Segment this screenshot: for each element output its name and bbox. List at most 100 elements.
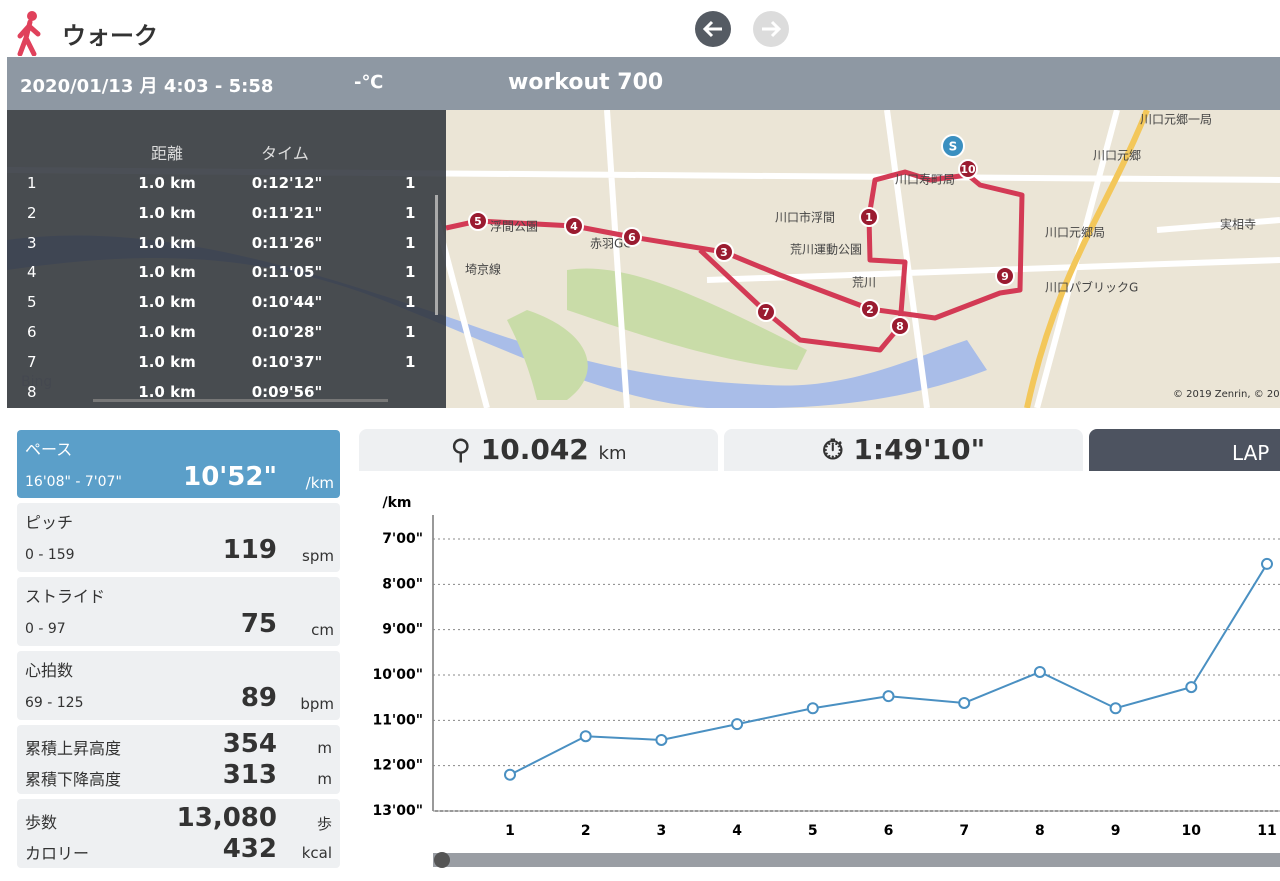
column-header: 距離 xyxy=(150,144,183,163)
stat-card: ペース 16'08" - 7'07" 10'52" /km xyxy=(17,430,340,498)
x-tick-label: 5 xyxy=(808,823,818,839)
stat-label: 歩数 xyxy=(25,813,58,832)
map-label: 埼京線 xyxy=(465,262,501,277)
stat-unit: 歩 xyxy=(316,815,332,833)
point xyxy=(579,730,592,743)
map-label: 荒川 xyxy=(852,276,876,290)
stat-label: ストライド xyxy=(25,587,106,606)
stat-value: 89 xyxy=(240,683,277,713)
lap-cell: 1.0 km xyxy=(138,174,196,192)
stat-card: 累積上昇高度 354 m 累積下降高度 313 m xyxy=(17,725,340,794)
distance: 10.042 xyxy=(480,433,589,466)
map-label: 川口元郷局 xyxy=(1045,226,1105,240)
route-marker-label: 7 xyxy=(762,306,770,319)
route-marker-label: 8 xyxy=(896,320,904,333)
lap-cell: 0:11'26" xyxy=(251,233,323,252)
stat-value: 119 xyxy=(222,535,277,565)
prev-button[interactable] xyxy=(695,11,731,47)
stat-label: 累積下降高度 xyxy=(25,770,122,789)
stat-unit: spm xyxy=(302,547,334,565)
map-label: 川口元郷 xyxy=(1093,149,1141,163)
lap-cell: 1 xyxy=(27,174,37,192)
lap-cell: 8 xyxy=(27,382,37,401)
lap-cell: 1.0 km xyxy=(138,263,196,282)
route-marker xyxy=(756,302,776,322)
route-marker xyxy=(890,316,910,336)
scrollbar[interactable] xyxy=(433,853,1280,867)
x-tick-label: 3 xyxy=(657,823,667,839)
stat-unit: m xyxy=(317,739,332,757)
stat-value: 313 xyxy=(222,760,277,790)
x-tick-label: 6 xyxy=(884,823,894,839)
stat-unit: cm xyxy=(311,621,334,639)
stat-range: 0 - 159 xyxy=(25,547,75,563)
start-marker xyxy=(941,134,965,158)
temperature: -℃ xyxy=(354,72,384,93)
route-marker-label: 2 xyxy=(866,303,874,316)
point xyxy=(731,718,744,731)
scroll-bar xyxy=(435,195,438,315)
lap-cell: 0:10'44" xyxy=(251,293,323,312)
point xyxy=(1109,702,1122,715)
map-label: 浮間公園 xyxy=(490,220,538,234)
map-label: 川口寿町局 xyxy=(895,173,955,187)
route-marker xyxy=(859,207,879,227)
lap-cell: 1.0 km xyxy=(138,323,196,341)
y-axis-label: /km xyxy=(382,495,411,511)
stat-label: 累積上昇高度 xyxy=(25,739,122,758)
stat-value: 432 xyxy=(222,834,277,864)
route-marker xyxy=(860,299,880,319)
x-tick-label: 8 xyxy=(1035,823,1045,839)
lap-cell: 0:10'37" xyxy=(251,352,323,371)
point xyxy=(958,696,971,709)
scroll-knob[interactable] xyxy=(434,852,450,868)
lap-cell: 0:09'56" xyxy=(251,382,323,401)
stat-card: 歩数 13,080 歩カロリー 432 kcal xyxy=(17,799,340,868)
point xyxy=(1033,665,1046,678)
route-marker xyxy=(714,242,734,262)
map-label: 川口市浮間 xyxy=(775,210,835,225)
stat-unit: m xyxy=(317,770,332,788)
stat-card: 心拍数 69 - 125 89 bpm xyxy=(17,651,340,720)
stats: ペース 16'08" - 7'07" 10'52" /km ピッチ 0 - 159 119 s… xyxy=(17,430,340,870)
chart: /km 7'00" 8'00" 9'00" 10'00" 11'00" 12'00" 13'… xyxy=(372,495,1280,868)
lap-cell: 4 xyxy=(27,263,37,282)
lap-cell: 1.0 km xyxy=(138,203,196,222)
point xyxy=(1185,681,1198,694)
column-header: タイム xyxy=(261,144,309,163)
title: ウォーク xyxy=(62,22,158,50)
route-marker-label: 3 xyxy=(720,246,728,259)
route-marker-label: 10 xyxy=(960,163,976,176)
lap-cell: 2 xyxy=(27,203,37,222)
date: 2020/01/13 月 4:03 - 5:58 xyxy=(20,76,274,97)
route-marker xyxy=(468,211,488,231)
time-tab[interactable]: ⏱ 1:49'10" xyxy=(724,429,1083,471)
x-tick-label: 9 xyxy=(1111,823,1121,839)
route-marker-label: 5 xyxy=(474,215,482,228)
stat-range: 0 - 97 xyxy=(25,621,66,637)
lap-cell: 5 xyxy=(27,293,37,312)
next-button[interactable] xyxy=(753,11,789,47)
lap-cell: 1 xyxy=(405,323,416,341)
lap-cell: 0:11'05" xyxy=(251,263,323,282)
stat-card: ピッチ 0 - 159 119 spm xyxy=(17,503,340,572)
lap-cell: 0:12'12" xyxy=(251,174,323,192)
stat-unit: kcal xyxy=(301,844,332,862)
info-bar xyxy=(7,57,1280,110)
stat-range: 16'08" - 7'07" xyxy=(25,474,122,490)
distance-tab[interactable]: ⚲ 10.042 km xyxy=(359,429,718,471)
route-marker xyxy=(622,227,642,247)
x-tick-label: 1 xyxy=(505,823,515,839)
stat-label: 心拍数 xyxy=(25,661,74,680)
lap-tab[interactable]: LAP xyxy=(1089,429,1280,471)
lap-cell: 1 xyxy=(405,233,416,252)
lap-cell: 1 xyxy=(405,263,416,282)
stat-unit: /km xyxy=(305,474,334,492)
lap-cell: 1 xyxy=(405,203,416,222)
route-marker-label: 1 xyxy=(865,211,873,224)
stat-value: 354 xyxy=(222,729,277,759)
stat-card: ストライド 0 - 97 75 cm xyxy=(17,577,340,646)
time: 1:49'10" xyxy=(853,433,986,466)
nav xyxy=(695,11,789,47)
